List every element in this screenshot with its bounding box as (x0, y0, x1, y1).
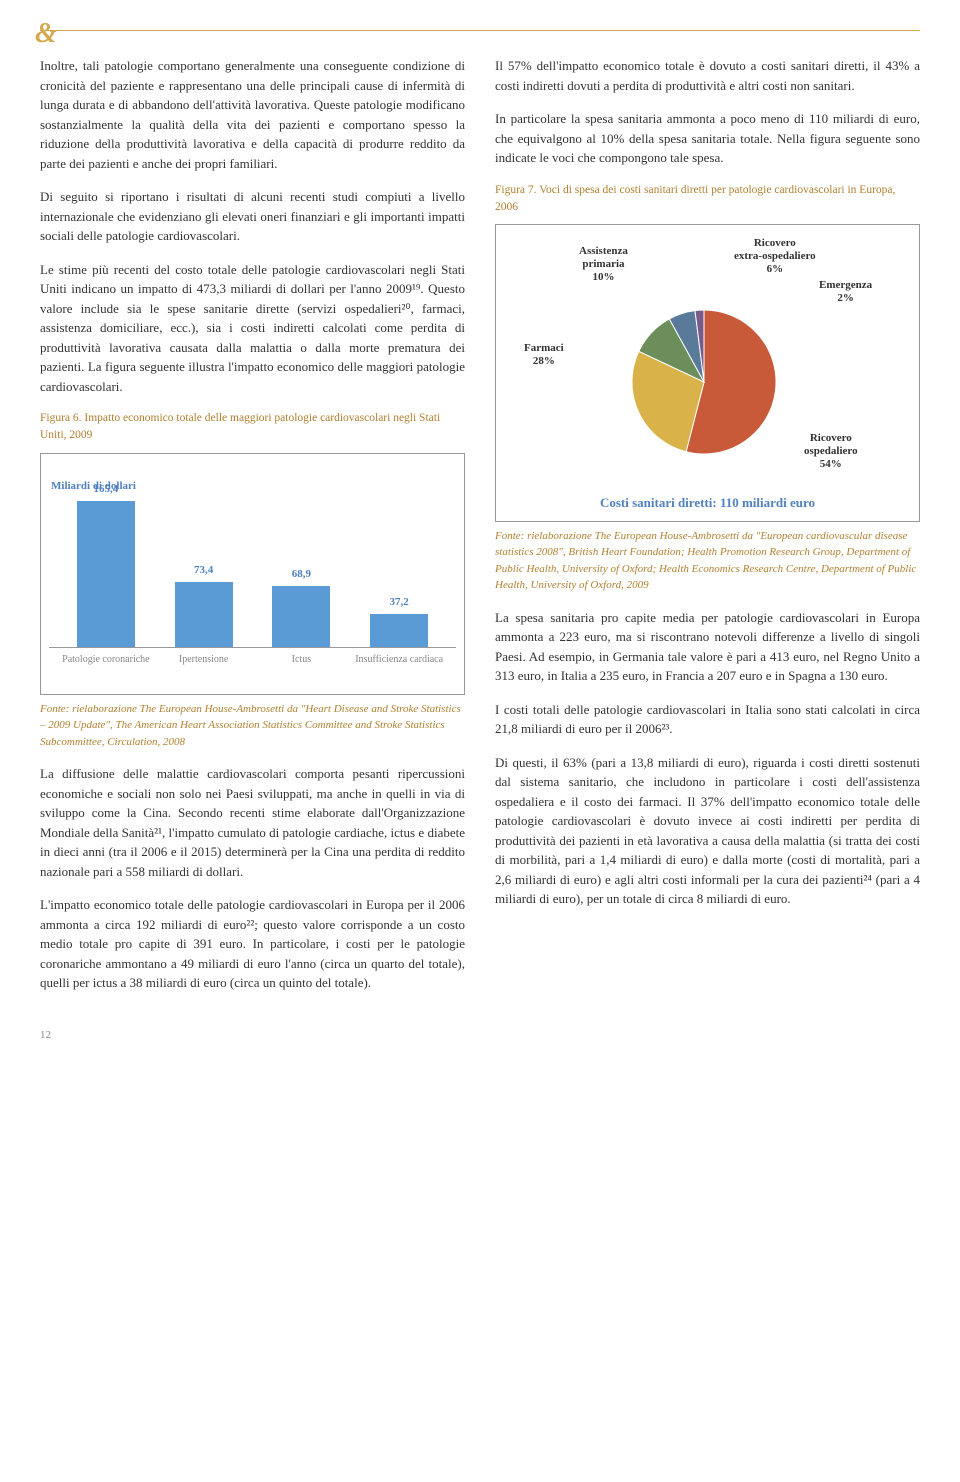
bar-group: 37,2 (350, 594, 448, 646)
paragraph: Di questi, il 63% (pari a 13,8 miliardi … (495, 753, 920, 909)
bar-group: 68,9 (253, 566, 351, 646)
paragraph: Inoltre, tali patologie comportano gener… (40, 56, 465, 173)
paragraph: La diffusione delle malattie cardiovasco… (40, 764, 465, 881)
x-axis-label: Ipertensione (155, 652, 253, 667)
pie-slice-label: Farmaci28% (524, 342, 564, 368)
bar (272, 586, 330, 647)
figure-caption: Figura 7. Voci di spesa dei costi sanita… (495, 182, 920, 217)
pie-slice-label: Ricoveroospedaliero54% (804, 432, 858, 472)
paragraph: Di seguito si riportano i risultati di a… (40, 187, 465, 246)
x-axis-label: Patologie coronariche (57, 652, 155, 667)
page-header: & (40, 30, 920, 31)
paragraph: Il 57% dell'impatto economico totale è d… (495, 56, 920, 95)
logo-icon: & (35, 13, 57, 55)
figure-source: Fonte: rielaborazione The European House… (495, 528, 920, 594)
bar (175, 582, 233, 647)
bar (77, 501, 135, 647)
pie-slice-label: Ricoveroextra-ospedaliero6% (734, 237, 816, 277)
paragraph: In particolare la spesa sanitaria ammont… (495, 109, 920, 168)
x-axis-label: Insufficienza cardiaca (350, 652, 448, 667)
figure-source: Fonte: rielaborazione The European House… (40, 701, 465, 751)
bar-group: 73,4 (155, 562, 253, 646)
paragraph: La spesa sanitaria pro capite media per … (495, 608, 920, 686)
bar-value-label: 73,4 (194, 562, 213, 579)
paragraph: L'impatto economico totale delle patolog… (40, 895, 465, 993)
bar-group: 165,4 (57, 481, 155, 646)
right-column: Il 57% dell'impatto economico totale è d… (495, 56, 920, 1007)
paragraph: I costi totali delle patologie cardiovas… (495, 700, 920, 739)
pie-chart-svg (619, 297, 789, 467)
pie-slice-label: Emergenza2% (819, 279, 872, 305)
bar (370, 614, 428, 647)
bar-chart-figure: Miliardi di dollari 165,4 73,4 68,9 37,2 Pa… (40, 453, 465, 695)
pie-slice-label: Assistenzaprimaria10% (579, 245, 628, 285)
pie-chart-figure: Ricoveroospedaliero54% Farmaci28% Assisten… (495, 224, 920, 522)
page-number: 12 (40, 1027, 920, 1044)
paragraph: Le stime più recenti del costo totale de… (40, 260, 465, 397)
bar-value-label: 68,9 (292, 566, 311, 583)
two-column-layout: Inoltre, tali patologie comportano gener… (40, 56, 920, 1007)
y-axis-label: Miliardi di dollari (51, 478, 136, 495)
x-axis-label: Ictus (253, 652, 351, 667)
figure-caption: Figura 6. Impatto economico totale delle… (40, 410, 465, 445)
pie-chart-title: Costi sanitari diretti: 110 miliardi eur… (504, 493, 911, 513)
bar-value-label: 37,2 (390, 594, 409, 611)
left-column: Inoltre, tali patologie comportano gener… (40, 56, 465, 1007)
